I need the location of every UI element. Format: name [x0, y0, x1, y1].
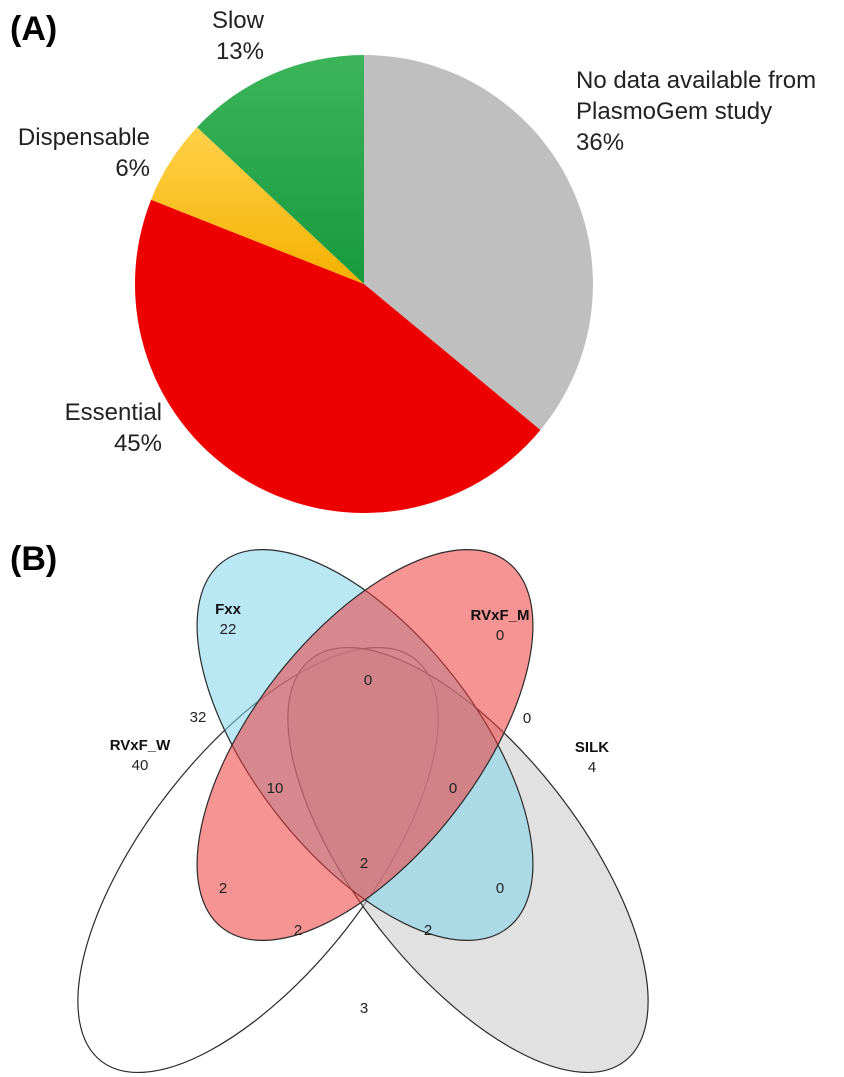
venn-region-rvxf-m-rvxf-w: 2 [219, 880, 227, 897]
pie-chart: No data available from PlasmoGem study 36%… [18, 7, 816, 514]
venn-count-rvxf-w: 40 [132, 757, 149, 774]
pie-slice-dispensable [151, 127, 364, 285]
venn-region-fxx-rvxf-w-silk: 2 [424, 922, 432, 939]
pie-label-slow: Slow 13% [212, 7, 265, 65]
venn-region-rvxf-m-rvxf-w-silk: 2 [294, 922, 302, 939]
venn-region-fxx-rvxf-m-silk: 0 [449, 780, 457, 797]
venn-region-fxx-silk: 0 [496, 880, 504, 897]
pie-label-no-data-available-from-plasmogem-study: No data available from PlasmoGem study 36% [576, 67, 816, 156]
venn-count-rvxf-m: 0 [496, 627, 504, 644]
venn-set-rvxf-m [196, 549, 534, 941]
venn-label-fxx: Fxx [215, 601, 242, 618]
venn-region-fxx-rvxf-m-rvxf-w: 10 [267, 780, 284, 797]
venn-count-silk: 4 [588, 759, 596, 776]
venn-count-fxx: 22 [220, 621, 237, 638]
venn-region-fxx-rvxf-w: 32 [190, 709, 207, 726]
panel-label-b: (B) [10, 540, 58, 578]
panel-label-a: (A) [10, 10, 58, 48]
venn-label-silk: SILK [575, 739, 609, 756]
venn-label-rvxf-w: RVxF_W [110, 737, 171, 754]
venn-region-rvxf-w-silk: 3 [360, 1000, 368, 1017]
pie-slice-no-data-available-from-plasmogem-study [364, 55, 594, 430]
pie-label-dispensable: Dispensable 6% [18, 124, 150, 182]
pie-slice-slow [197, 55, 364, 284]
venn-region-fxx-rvxf-m-rvxf-w-silk: 2 [360, 855, 368, 872]
venn-label-rvxf-m: RVxF_M [471, 607, 530, 624]
venn-region-fxx-rvxf-m: 0 [364, 672, 372, 689]
venn-region-rvxf-m-silk: 0 [523, 710, 531, 727]
pie-slice-essential [134, 199, 541, 514]
pie-label-essential: Essential 45% [65, 399, 162, 457]
